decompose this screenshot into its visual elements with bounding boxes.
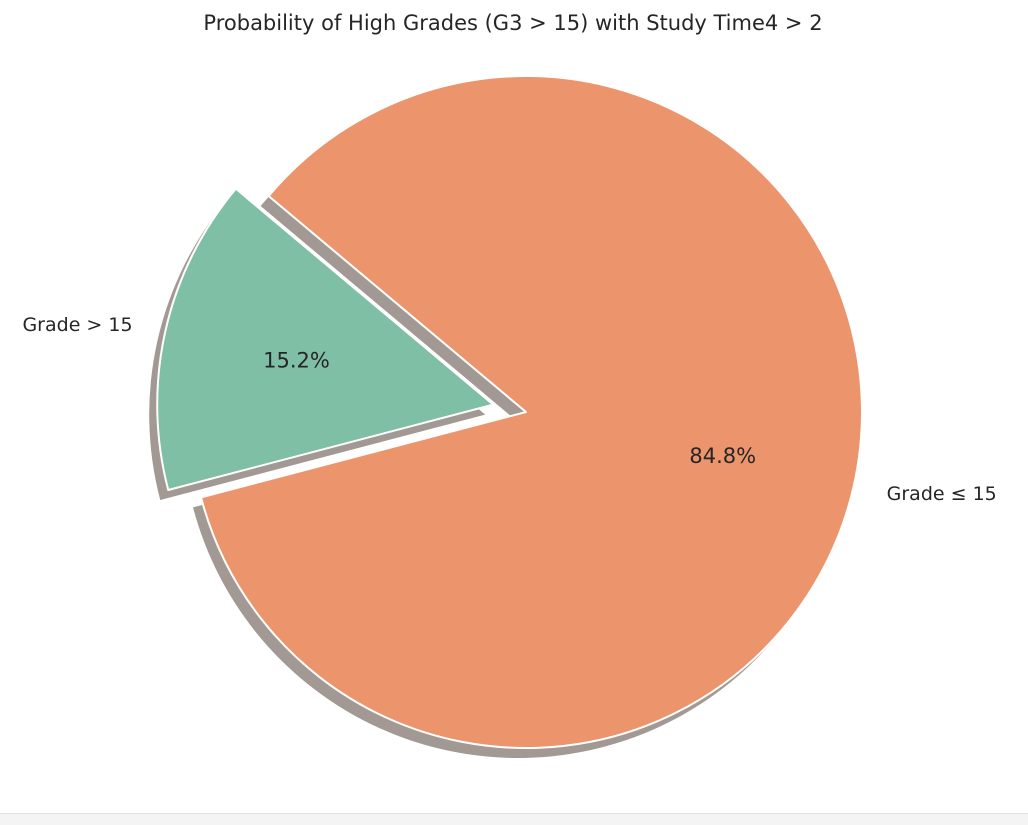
pie-slice-grade-15	[156, 187, 495, 492]
pie-slices	[156, 75, 863, 749]
slice-label-grade-15: Grade ≤ 15	[887, 483, 997, 505]
bottom-divider	[0, 813, 1028, 825]
chart-title: Probability of High Grades (G3 > 15) wit…	[203, 11, 822, 35]
slice-label-grade-15: Grade > 15	[22, 314, 132, 336]
slice-labels: Grade > 15 15.2% Grade ≤ 15 84.8%	[22, 314, 996, 505]
slice-percent-grade-15: 84.8%	[689, 444, 756, 468]
slice-percent-grade-15: 15.2%	[263, 349, 330, 373]
pie-slice-grade-15	[200, 75, 863, 749]
